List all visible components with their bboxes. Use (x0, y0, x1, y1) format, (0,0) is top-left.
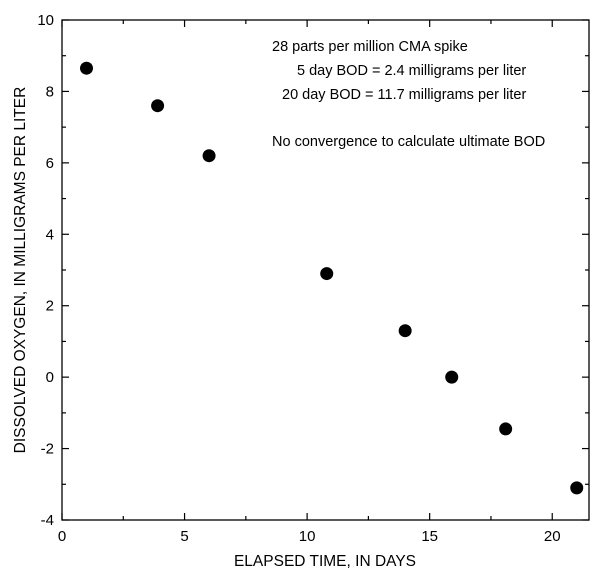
y-tick-labels: -4 -2 0 2 4 6 8 10 (37, 12, 54, 529)
axis-ticks (61, 19, 589, 521)
data-point (320, 267, 334, 281)
data-point (570, 481, 584, 495)
x-tick-label: 20 (544, 528, 561, 545)
y-tick-label: 6 (46, 155, 54, 172)
annotation-convergence: No convergence to calculate ultimate BOD (272, 134, 545, 150)
y-tick-label: -4 (41, 512, 54, 529)
y-axis-title: DISSOLVED OXYGEN, IN MILLIGRAMS PER LITE… (12, 87, 29, 454)
data-point (202, 149, 216, 163)
y-tick-label: 8 (46, 83, 54, 100)
data-points (80, 61, 584, 495)
data-point (398, 324, 412, 338)
x-tick-label: 15 (421, 528, 438, 545)
x-tick-label: 10 (299, 528, 316, 545)
x-tick-label: 5 (180, 528, 188, 545)
y-tick-label: 10 (37, 12, 54, 29)
annotation-5day-bod: 5 day BOD = 2.4 milligrams per liter (297, 63, 526, 79)
data-point (151, 99, 165, 113)
y-tick-label: 4 (46, 226, 54, 243)
y-tick-label: 0 (46, 369, 54, 386)
data-point (80, 61, 94, 75)
data-point (445, 370, 459, 384)
x-tick-labels: 0 5 10 15 20 (58, 528, 561, 545)
data-point (499, 422, 513, 436)
y-tick-label: 2 (46, 298, 54, 315)
annotation-20day-bod: 20 day BOD = 11.7 milligrams per liter (282, 87, 526, 103)
x-tick-label: 0 (58, 528, 66, 545)
y-tick-label: -2 (41, 441, 54, 458)
annotation-spike: 28 parts per million CMA spike (272, 39, 468, 55)
x-axis-title: ELAPSED TIME, IN DAYS (234, 553, 416, 570)
